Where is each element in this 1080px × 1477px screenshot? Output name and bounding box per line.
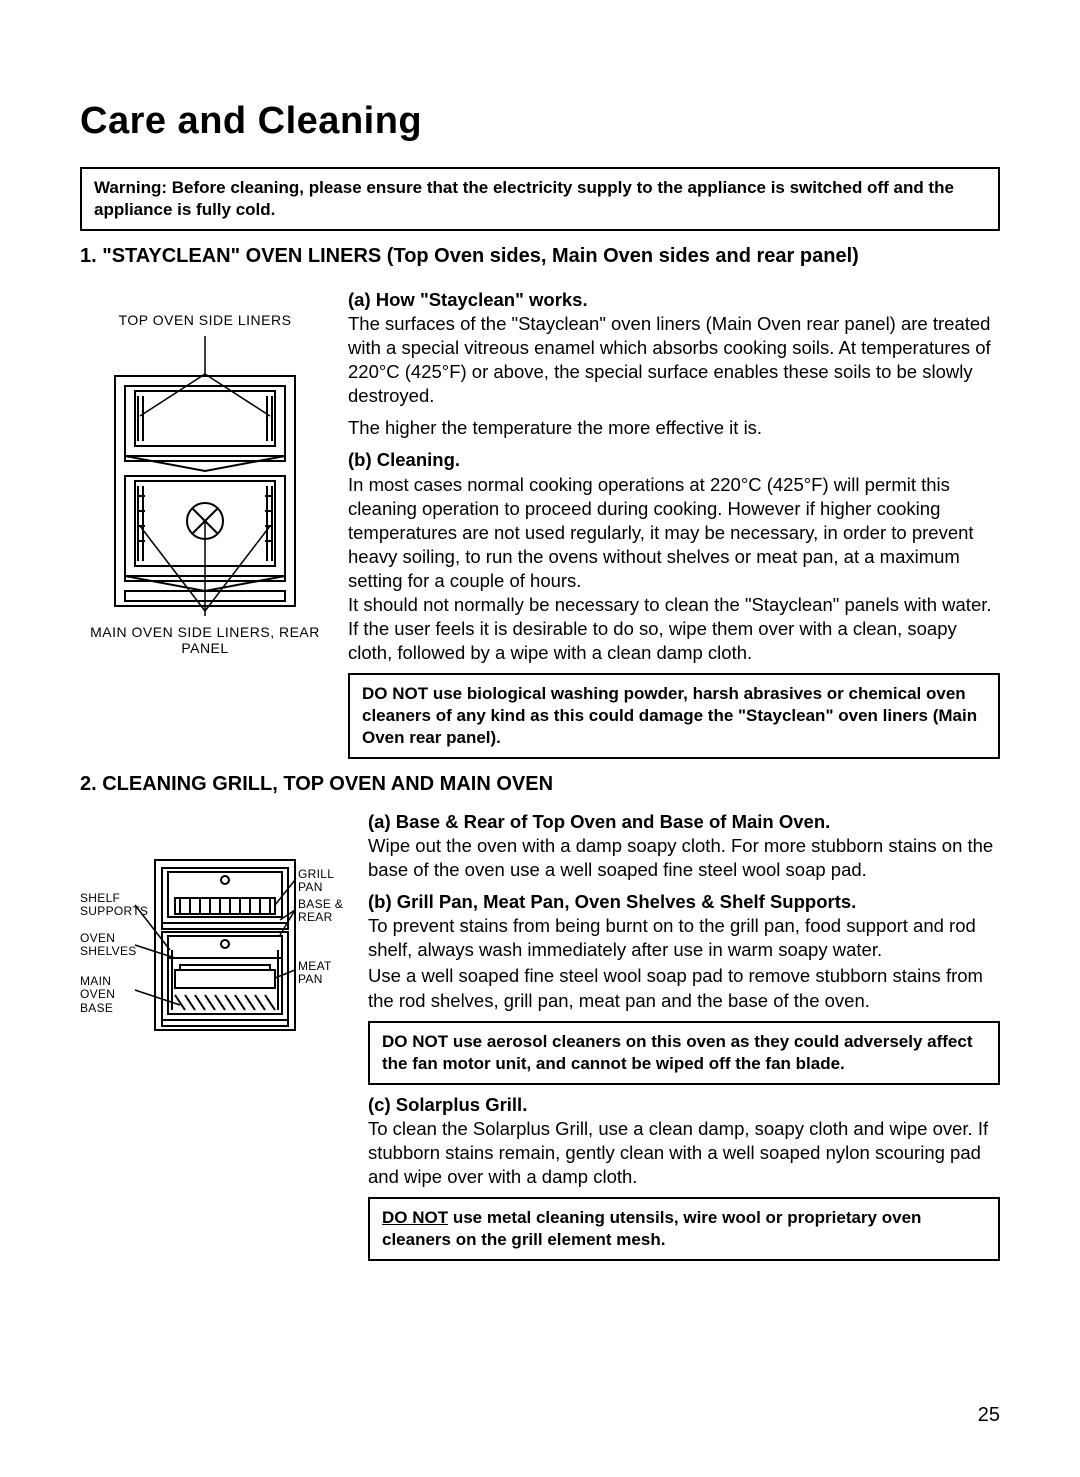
s2-a-heading: (a) Base & Rear of Top Oven and Base of … [368, 810, 1000, 834]
section1-heading: 1. "STAYCLEAN" OVEN LINERS (Top Oven sid… [80, 245, 1000, 268]
page-title: Care and Cleaning [80, 100, 1000, 143]
s2-box2-u: DO NOT [382, 1208, 448, 1227]
label-meat-pan: MEAT PAN [298, 960, 348, 986]
s1-b-text1: In most cases normal cooking operations … [348, 473, 1000, 593]
warning-box: Warning: Before cleaning, please ensure … [80, 167, 1000, 231]
page-number: 25 [978, 1404, 1000, 1427]
section1-diagram-col: TOP OVEN SIDE LINERS [80, 282, 330, 767]
s1-a-heading: (a) How "Stayclean" works. [348, 288, 1000, 312]
s2-c-heading: (c) Solarplus Grill. [368, 1093, 1000, 1117]
section2-row: SHELF SUPPORTS OVEN SHELVES MAIN OVEN BA… [80, 810, 1000, 1269]
label-shelf-supports: SHELF SUPPORTS [80, 892, 140, 918]
s2-c-text: To clean the Solarplus Grill, use a clea… [368, 1117, 1000, 1189]
s1-a-text2: The higher the temperature the more effe… [348, 416, 1000, 440]
s2-b-text1: To prevent stains from being burnt on to… [368, 914, 1000, 962]
s2-box2: DO NOT use metal cleaning utensils, wire… [368, 1197, 1000, 1261]
s2-box2-rest: use metal cleaning utensils, wire wool o… [382, 1208, 921, 1249]
s2-a-text: Wipe out the oven with a damp soapy clot… [368, 834, 1000, 882]
label-main-oven-base: MAIN OVEN BASE [80, 975, 140, 1015]
s1-b-heading: (b) Cleaning. [348, 448, 1000, 472]
label-oven-shelves: OVEN SHELVES [80, 932, 140, 958]
s2-box1: DO NOT use aerosol cleaners on this oven… [368, 1021, 1000, 1085]
section2-diagram-col: SHELF SUPPORTS OVEN SHELVES MAIN OVEN BA… [80, 810, 350, 1269]
label-grill-pan: GRILL PAN [298, 868, 348, 894]
label-base-rear: BASE & REAR [298, 898, 348, 924]
s1-a-text1: The surfaces of the "Stayclean" oven lin… [348, 312, 1000, 408]
section2-text-col: (a) Base & Rear of Top Oven and Base of … [368, 810, 1000, 1269]
s1-b-text2: It should not normally be necessary to c… [348, 593, 1000, 665]
section1-row: TOP OVEN SIDE LINERS [80, 282, 1000, 767]
oven-diagram-1 [100, 336, 310, 616]
s2-b-heading: (b) Grill Pan, Meat Pan, Oven Shelves & … [368, 890, 1000, 914]
section1-text-col: (a) How "Stayclean" works. The surfaces … [348, 282, 1000, 767]
diagram1-bottom-caption: MAIN OVEN SIDE LINERS, REAR PANEL [80, 624, 330, 656]
s2-b-text2: Use a well soaped fine steel wool soap p… [368, 964, 1000, 1012]
section2-heading: 2. CLEANING GRILL, TOP OVEN AND MAIN OVE… [80, 773, 1000, 796]
s1-box: DO NOT use biological washing powder, ha… [348, 673, 1000, 759]
diagram1-top-caption: TOP OVEN SIDE LINERS [80, 312, 330, 328]
